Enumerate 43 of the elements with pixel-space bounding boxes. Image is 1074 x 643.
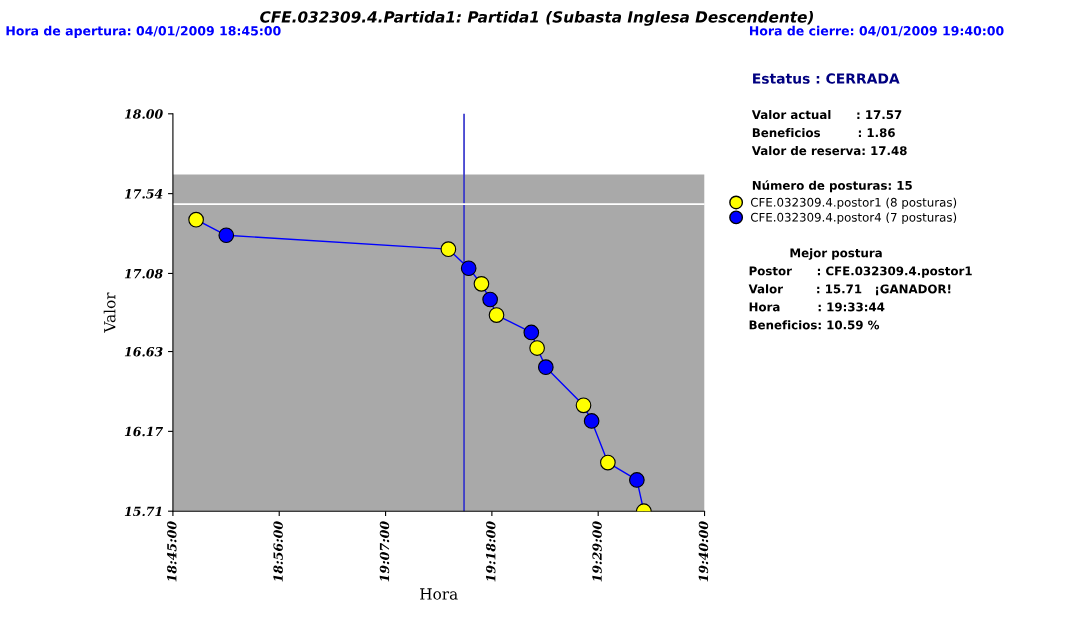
point <box>600 454 616 471</box>
point <box>188 211 204 228</box>
y-tick-label: 15.71 <box>124 506 162 517</box>
x-tick-label: 18:45:00 <box>167 521 177 582</box>
x-tick-label: 19:29:00 <box>592 521 602 582</box>
text: Hora de cierre: 04/01/2009 19:40:00 <box>749 25 1004 37</box>
legend-label: CFE.032309.4.postor4 (7 posturas) <box>750 212 957 225</box>
point <box>583 413 600 429</box>
point <box>537 359 554 375</box>
text: Hora de apertura: 04/01/2009 18:45:00 <box>6 25 281 38</box>
point <box>473 276 490 292</box>
text: Postor : CFE.032309.4.postor1 <box>749 266 972 278</box>
x-tick-label: 19:40:00 <box>698 521 709 582</box>
point <box>440 241 457 257</box>
point <box>629 472 645 488</box>
x-tick-label: 18:56:00 <box>273 521 283 582</box>
x-axis-title: Hora <box>420 588 458 600</box>
text: Número de posturas: 15 <box>752 180 912 193</box>
point <box>460 260 477 277</box>
legend-label: CFE.032309.4.postor1 (8 posturas) <box>750 197 957 210</box>
text: Beneficios : 1.86 <box>752 127 895 138</box>
text: Hora : 19:33:44 <box>749 302 885 312</box>
point <box>482 291 498 308</box>
y-tick-label: 18.00 <box>124 109 163 119</box>
y-tick-label: 16.63 <box>124 347 163 357</box>
chart-title: CFE.032309.4.Partida1: Partida1 (Subasta Inglesa Descendente) <box>260 10 813 26</box>
y-tick-label: 16.17 <box>124 426 164 437</box>
text: Estatus : CERRADA <box>753 73 900 84</box>
text: Beneficios: 10.59 % <box>749 320 880 330</box>
y-tick-label: 17.08 <box>124 268 163 279</box>
y-axis-title: Valor <box>103 292 116 333</box>
point <box>523 324 540 341</box>
text: Valor actual : 17.57 <box>751 109 902 120</box>
y-tick-label: 17.54 <box>124 189 163 199</box>
point <box>529 340 545 356</box>
point <box>488 307 505 323</box>
text: Mejor postura <box>790 248 882 260</box>
x-tick-label: 19:18:00 <box>486 521 496 582</box>
text: Valor de reserva: 17.48 <box>751 145 907 156</box>
x-tick-label: 19:07:00 <box>379 521 390 582</box>
text: Valor : 15.71 ¡GANADOR! <box>748 284 951 296</box>
point <box>575 397 592 414</box>
point <box>218 227 235 244</box>
